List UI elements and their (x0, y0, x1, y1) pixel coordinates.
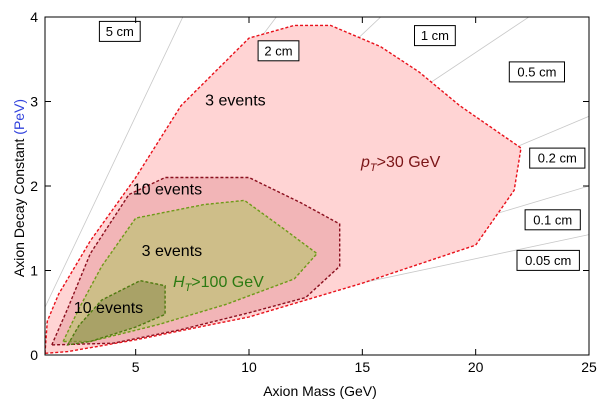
decay-label-box-4 (529, 147, 586, 169)
region-outline-1 (50, 176, 341, 346)
region-label-0: 3 events (205, 93, 265, 110)
decay-label-3: 0.5 cm (517, 64, 556, 79)
decay-length-labels: 5 cm 2 cm 1 cm 0.5 cm 0.2 cm 0.1 cm 0.05 cm (98, 20, 586, 271)
region-label-1: 10 events (133, 182, 202, 199)
decay-label-5: 0.1 cm (533, 212, 572, 227)
x-tick-label-1: 10 (241, 359, 257, 375)
ht-cut-value: >100 GeV (191, 274, 264, 291)
ht-cut-symbol: H (173, 274, 185, 291)
pt-cut-label: pT>30 GeV (360, 154, 441, 174)
region-outline-0 (45, 24, 522, 355)
signal-regions (45, 24, 522, 355)
y-tick-label-2: 2 (30, 178, 38, 194)
decay-label-6: 0.05 cm (525, 253, 571, 268)
ht-cut-subscript: T (185, 282, 193, 294)
pt-cut-subscript: T (370, 162, 378, 174)
region-outline-2 (61, 199, 319, 343)
decay-label-box-1 (257, 40, 300, 62)
x-tick-label-3: 20 (468, 359, 484, 375)
region-outline-3 (66, 279, 166, 346)
decay-label-box-3 (508, 61, 565, 83)
decay-label-4: 0.2 cm (538, 151, 577, 166)
decay-label-box-2 (414, 25, 456, 47)
decay-label-0: 5 cm (106, 24, 134, 39)
decay-label-box-5 (524, 209, 581, 231)
y-axis-title: Axion Decay Constant (PeV) (11, 99, 27, 277)
axes: 5 10 15 20 25 0 1 2 3 4 (30, 9, 597, 375)
y-tick-label-3: 3 (30, 94, 38, 110)
region-annotations: 3 events 10 events 3 events 10 events (74, 93, 266, 317)
decay-label-1: 2 cm (264, 43, 292, 58)
y-tick-label-0: 0 (30, 347, 38, 363)
y-axis-title-main: Axion Decay Constant (11, 135, 27, 277)
pt-cut-value: >30 GeV (377, 154, 441, 171)
region-fill-3 (67, 280, 166, 345)
decay-label-2: 1 cm (421, 28, 449, 43)
x-tick-label-2: 15 (355, 359, 371, 375)
y-tick-label-1: 1 (30, 263, 38, 279)
region-label-3: 10 events (74, 300, 143, 317)
decay-label-box-0 (98, 20, 141, 42)
y-tick-label-4: 4 (30, 9, 38, 25)
ht-cut-label: HT>100 GeV (173, 274, 264, 294)
decay-line-0 (45, 17, 184, 308)
pt-cut-symbol: p (360, 154, 370, 171)
x-axis-title: Axion Mass (GeV) (263, 383, 377, 399)
y-axis-title-unit: (PeV) (11, 99, 27, 135)
decay-label-box-6 (516, 249, 580, 271)
region-label-2: 3 events (142, 243, 202, 260)
x-tick-label-0: 5 (132, 359, 140, 375)
x-tick-label-4: 25 (581, 359, 597, 375)
